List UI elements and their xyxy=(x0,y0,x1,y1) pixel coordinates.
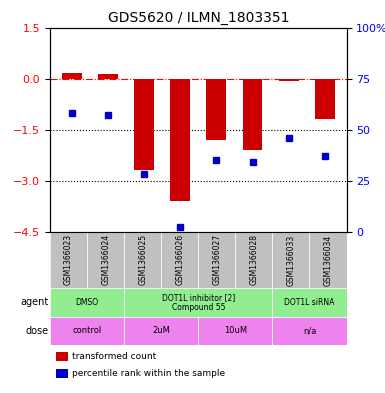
Bar xyxy=(124,231,161,288)
Bar xyxy=(56,352,68,361)
Bar xyxy=(273,231,310,288)
Bar xyxy=(87,231,124,288)
Bar xyxy=(310,231,346,288)
Text: GSM1366025: GSM1366025 xyxy=(138,234,147,285)
Text: GSM1366034: GSM1366034 xyxy=(323,234,333,286)
Bar xyxy=(315,79,335,119)
Text: GSM1366026: GSM1366026 xyxy=(175,234,184,285)
Bar xyxy=(50,231,87,288)
Text: transformed count: transformed count xyxy=(72,352,157,361)
Text: GSM1366027: GSM1366027 xyxy=(212,234,221,285)
Bar xyxy=(206,79,226,140)
Text: n/a: n/a xyxy=(303,326,316,335)
Text: agent: agent xyxy=(20,298,48,307)
Text: dose: dose xyxy=(25,326,48,336)
Title: GDS5620 / ILMN_1803351: GDS5620 / ILMN_1803351 xyxy=(107,11,289,25)
Bar xyxy=(279,79,299,81)
Bar xyxy=(161,231,198,288)
Bar xyxy=(50,288,124,317)
Bar xyxy=(235,231,273,288)
Text: DOT1L siRNA: DOT1L siRNA xyxy=(284,298,335,307)
Bar xyxy=(273,288,346,317)
Bar xyxy=(124,317,198,345)
Bar xyxy=(273,317,346,345)
Bar xyxy=(134,79,154,170)
Text: 2uM: 2uM xyxy=(152,326,170,335)
Text: 10uM: 10uM xyxy=(224,326,247,335)
Bar xyxy=(98,74,118,79)
Bar xyxy=(124,288,273,317)
Text: DMSO: DMSO xyxy=(75,298,99,307)
Bar xyxy=(56,369,68,378)
Text: GSM1366024: GSM1366024 xyxy=(101,234,110,285)
Text: percentile rank within the sample: percentile rank within the sample xyxy=(72,369,225,378)
Bar xyxy=(50,317,124,345)
Bar xyxy=(170,79,190,201)
Text: GSM1366023: GSM1366023 xyxy=(64,234,73,285)
Text: GSM1366033: GSM1366033 xyxy=(286,234,295,286)
Bar xyxy=(243,79,263,150)
Text: DOT1L inhibitor [2]
Compound 55: DOT1L inhibitor [2] Compound 55 xyxy=(162,293,235,312)
Bar xyxy=(62,73,82,79)
Bar xyxy=(198,231,235,288)
Text: GSM1366028: GSM1366028 xyxy=(249,234,258,285)
Text: control: control xyxy=(72,326,102,335)
Bar xyxy=(198,317,273,345)
